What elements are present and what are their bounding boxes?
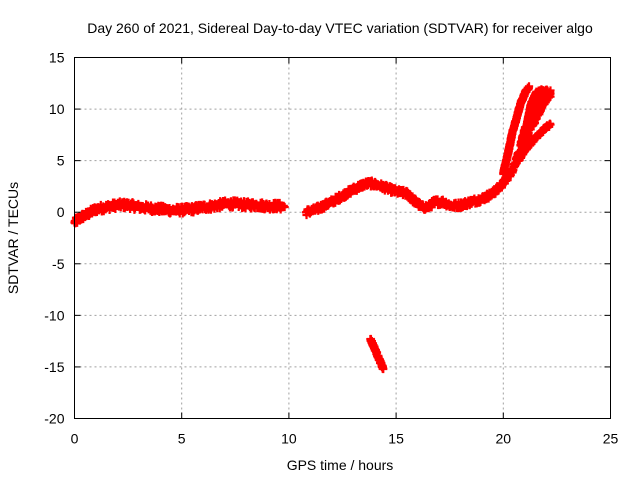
y-tick-label: -15	[44, 359, 64, 375]
x-tick-label: 15	[388, 431, 404, 447]
y-tick-label: -20	[44, 411, 64, 427]
x-tick-label: 5	[178, 431, 186, 447]
x-axis-label: GPS time / hours	[287, 457, 394, 473]
data-point	[378, 364, 388, 373]
x-tick-label: 0	[71, 431, 79, 447]
y-tick-label: -5	[52, 256, 65, 272]
x-tick-label: 20	[496, 431, 512, 447]
y-tick-label: 0	[57, 204, 65, 220]
data-layer	[70, 82, 555, 374]
series-segment-f	[518, 85, 555, 145]
y-axis-label: SDTVAR / TECUs	[5, 182, 21, 294]
data-point	[280, 202, 289, 211]
series-segment-b	[301, 149, 523, 220]
series-segment-g	[499, 82, 534, 179]
x-tick-label: 25	[603, 431, 619, 447]
data-point	[545, 92, 555, 101]
series-segment-e	[514, 119, 555, 165]
series-segment-h	[366, 334, 388, 374]
y-tick-label: 10	[49, 101, 65, 117]
chart-title: Day 260 of 2021, Sidereal Day-to-day VTE…	[87, 20, 593, 36]
y-tick-label: 5	[57, 153, 65, 169]
data-point	[524, 84, 533, 93]
tick-layer: 0 5 10 15 20 25 -20 -15 -10 -5 0 5 10 15	[44, 50, 618, 447]
x-tick-label: 10	[281, 431, 297, 447]
data-point	[545, 119, 555, 128]
y-tick-label: 15	[49, 50, 65, 66]
series-segment-a	[70, 196, 289, 228]
plot-frame	[74, 57, 611, 419]
y-tick-label: -10	[44, 307, 64, 323]
